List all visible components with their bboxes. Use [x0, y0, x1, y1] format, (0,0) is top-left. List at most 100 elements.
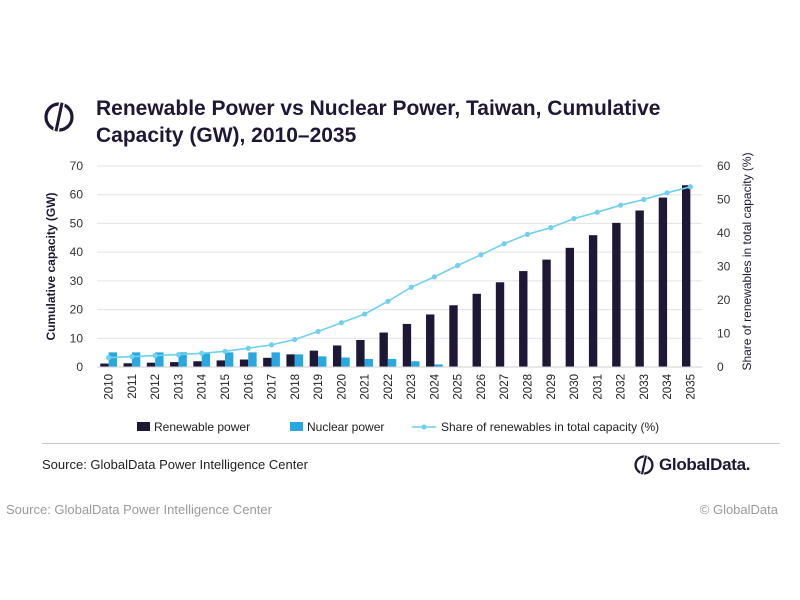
- x-tick-label: 2011: [127, 374, 139, 399]
- bar-renewable: [681, 185, 691, 367]
- y2-tick-label: 50: [717, 193, 731, 207]
- legend-swatch-nuclear: [290, 422, 303, 431]
- legend-label-share: Share of renewables in total capacity (%…: [441, 420, 659, 434]
- x-tick-label: 2010: [104, 374, 116, 400]
- y-tick-label: 60: [70, 188, 84, 202]
- x-tick-label: 2015: [220, 374, 232, 400]
- y2-tick-label: 30: [717, 260, 731, 274]
- share-point: [245, 345, 251, 351]
- bar-renewable: [542, 259, 551, 367]
- bar-nuclear: [294, 354, 304, 367]
- bar-renewable: [216, 360, 225, 367]
- y2-tick-label: 10: [717, 327, 731, 341]
- x-tick-label: 2014: [197, 373, 209, 399]
- share-point: [268, 342, 275, 348]
- bar-renewable: [426, 314, 435, 367]
- share-point: [617, 202, 624, 208]
- share-point: [664, 190, 670, 196]
- y2-tick-label: 40: [717, 226, 731, 240]
- share-point: [175, 352, 182, 358]
- share-point: [524, 231, 531, 237]
- bar-nuclear: [108, 352, 118, 367]
- bar-nuclear: [411, 361, 420, 367]
- x-tick-label: 2019: [313, 374, 325, 400]
- bar-renewable: [612, 222, 621, 367]
- share-point: [361, 311, 368, 317]
- bar-renewable: [565, 247, 575, 367]
- share-point: [315, 328, 321, 335]
- x-tick-label: 2020: [336, 374, 348, 400]
- x-tick-label: 2030: [569, 374, 581, 400]
- x-tick-label: 2028: [523, 374, 535, 400]
- bar-renewable: [402, 323, 412, 367]
- legend-label-nuclear: Nuclear power: [307, 420, 384, 434]
- share-point: [129, 354, 135, 360]
- bar-renewable: [332, 345, 342, 367]
- bar-nuclear: [201, 352, 211, 367]
- chart-source: Source: GlobalData Power Intelligence Ce…: [42, 457, 308, 472]
- bar-renewable: [519, 271, 528, 367]
- bar-renewable: [170, 362, 179, 367]
- y-tick-label: 50: [70, 216, 84, 230]
- y-tick-label: 30: [70, 274, 84, 288]
- y-tick-label: 20: [70, 303, 84, 317]
- bar-nuclear: [248, 352, 257, 367]
- bar-renewable: [472, 293, 481, 367]
- x-tick-label: 2023: [406, 374, 418, 400]
- x-tick-label: 2017: [267, 374, 279, 400]
- share-point: [222, 348, 228, 354]
- x-tick-label: 2026: [476, 374, 488, 400]
- x-tick-label: 2034: [662, 373, 674, 399]
- x-tick-label: 2022: [383, 374, 395, 400]
- bar-nuclear: [434, 364, 443, 367]
- share-line: [108, 186, 691, 359]
- share-point: [687, 184, 693, 190]
- x-tick-label: 2033: [639, 374, 651, 400]
- bar-nuclear: [131, 352, 141, 367]
- share-point: [152, 353, 158, 359]
- globaldata-logo: GlobalData.: [633, 453, 750, 477]
- y-tick-label: 10: [70, 331, 84, 345]
- share-point: [641, 196, 647, 203]
- share-point: [292, 336, 298, 343]
- share-point: [338, 320, 344, 326]
- x-tick-label: 2029: [546, 374, 558, 400]
- x-tick-label: 2013: [173, 374, 185, 400]
- bar-renewable: [379, 332, 388, 367]
- bar-renewable: [263, 357, 272, 367]
- bar-renewable: [286, 354, 295, 367]
- share-point: [478, 252, 484, 258]
- globaldata-icon: [44, 102, 74, 132]
- x-tick-label: 2016: [243, 374, 255, 400]
- bar-renewable: [356, 340, 365, 367]
- share-point: [199, 350, 205, 356]
- share-point: [385, 298, 391, 304]
- x-tick-label: 2035: [685, 374, 697, 400]
- y2-tick-label: 60: [717, 159, 731, 173]
- x-tick-label: 2027: [499, 374, 511, 400]
- x-tick-label: 2012: [150, 374, 162, 400]
- page-source: Source: GlobalData Power Intelligence Ce…: [6, 502, 272, 517]
- bar-renewable: [193, 361, 202, 367]
- share-point: [594, 209, 600, 215]
- legend-label-renewable: Renewable power: [154, 420, 250, 434]
- y2-tick-label: 20: [717, 293, 731, 307]
- bar-renewable: [449, 305, 458, 367]
- share-point: [106, 355, 112, 361]
- copyright: © GlobalData: [699, 502, 778, 517]
- bar-renewable: [100, 363, 109, 367]
- bar-nuclear: [341, 357, 350, 367]
- share-point: [501, 241, 507, 247]
- bar-nuclear: [271, 352, 280, 367]
- bar-renewable: [495, 282, 505, 367]
- x-tick-label: 2021: [360, 374, 372, 400]
- bar-renewable: [658, 197, 668, 367]
- logo-text: GlobalData.: [659, 455, 751, 474]
- divider: [42, 443, 780, 444]
- bar-nuclear: [224, 352, 234, 367]
- share-point: [455, 262, 461, 269]
- bar-nuclear: [387, 358, 397, 367]
- y-axis-label: Cumulative capacity (GW): [44, 192, 58, 340]
- bar-nuclear: [318, 356, 327, 367]
